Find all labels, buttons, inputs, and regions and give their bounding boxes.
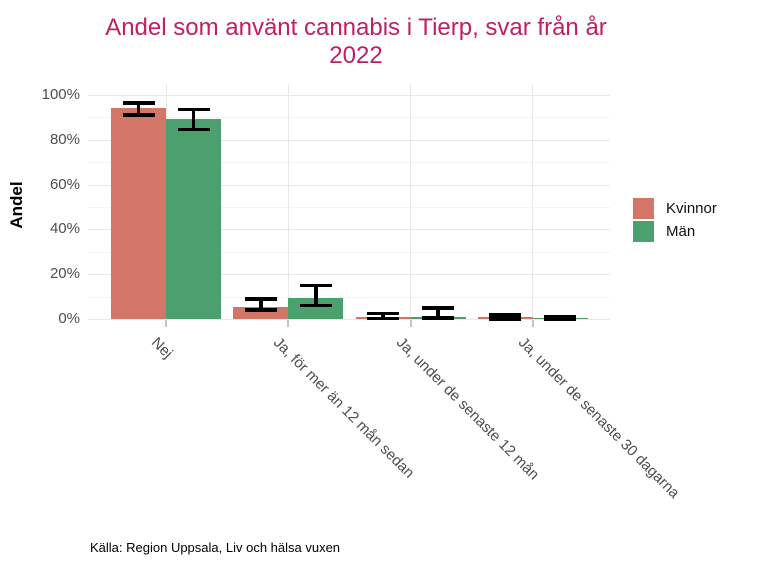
gridline-vertical xyxy=(532,84,534,325)
legend-item-man: Män xyxy=(633,220,717,243)
chart-title-line1: Andel som använt cannabis i Tierp, svar … xyxy=(105,14,607,41)
kvinnor-color-swatch xyxy=(633,198,654,219)
error-bar-cap-top xyxy=(177,107,210,112)
y-tick-label: 0% xyxy=(58,310,80,327)
error-bar-cap-top xyxy=(299,283,332,288)
gridline-minor xyxy=(88,117,610,119)
bar-män xyxy=(166,118,221,319)
legend-label-kvinnor: Kvinnor xyxy=(666,200,717,217)
x-tick-label: Nej xyxy=(147,334,176,362)
error-bar-stem xyxy=(314,285,318,306)
error-bar-cap-top xyxy=(244,297,277,301)
man-color-swatch xyxy=(633,221,654,242)
legend-item-kvinnor: Kvinnor xyxy=(633,197,717,220)
source-caption: Källa: Region Uppsala, Liv och hälsa vux… xyxy=(90,540,341,555)
gridline-minor xyxy=(88,296,610,298)
error-bar-cap-top xyxy=(544,315,577,319)
error-bar-cap-bottom xyxy=(422,316,455,320)
y-tick-label: 60% xyxy=(49,175,80,193)
legend: Kvinnor Män xyxy=(633,197,717,243)
y-tick-label: 100% xyxy=(41,86,80,103)
error-bar-cap-bottom xyxy=(544,317,577,321)
y-axis-title: Andel xyxy=(7,181,26,229)
error-bar-cap-bottom xyxy=(244,308,277,312)
y-tick-label: 40% xyxy=(49,220,80,238)
y-tick-label: 80% xyxy=(49,130,80,148)
error-bar-cap-bottom xyxy=(177,127,210,132)
y-tick-label: 20% xyxy=(49,265,80,283)
error-bar-cap-top xyxy=(422,306,455,310)
chart-title: Andel som använt cannabis i Tierp, svar … xyxy=(0,14,712,70)
error-bar-cap-bottom xyxy=(299,303,332,308)
gridline-vertical xyxy=(410,84,412,325)
x-tick-label: Ja, under de senaste 30 dagarna xyxy=(514,334,683,502)
bar-män xyxy=(288,297,344,319)
error-bar-cap-top xyxy=(489,313,522,317)
chart-title-line2: 2022 xyxy=(329,42,383,69)
gridline-minor xyxy=(88,207,610,208)
x-tick-mark xyxy=(409,320,412,327)
gridline-vertical xyxy=(287,84,289,325)
gridline-major xyxy=(88,95,610,96)
gridline-major xyxy=(88,319,610,320)
x-tick-label: Ja, för mer än 12 mån sedan xyxy=(270,334,418,482)
x-tick-mark xyxy=(531,320,534,327)
error-bar-stem xyxy=(436,308,440,319)
error-bar-stem xyxy=(381,313,385,319)
error-bar-stem xyxy=(503,314,508,319)
gridline-minor xyxy=(88,162,610,164)
gridline-major xyxy=(88,139,610,141)
gridline-minor xyxy=(88,251,610,253)
x-tick-mark xyxy=(165,320,167,327)
legend-label-man: Män xyxy=(666,223,696,240)
error-bar-stem xyxy=(259,298,263,311)
gridline-major xyxy=(88,229,610,231)
error-bar-cap-top xyxy=(367,311,400,316)
gridline-major xyxy=(88,274,610,276)
error-bar-cap-bottom xyxy=(489,317,522,321)
gridline-major xyxy=(88,184,610,186)
error-bar-cap-bottom xyxy=(122,113,155,117)
error-bar-stem xyxy=(191,109,196,130)
error-bar-cap-top xyxy=(122,101,155,105)
plot-panel xyxy=(88,84,610,325)
x-tick-mark xyxy=(287,320,290,327)
error-bar-stem xyxy=(136,102,141,116)
error-bar-cap-bottom xyxy=(367,316,400,321)
x-tick-label: Ja, under de senaste 12 mån xyxy=(392,334,542,484)
bar-kvinnor xyxy=(111,108,166,319)
